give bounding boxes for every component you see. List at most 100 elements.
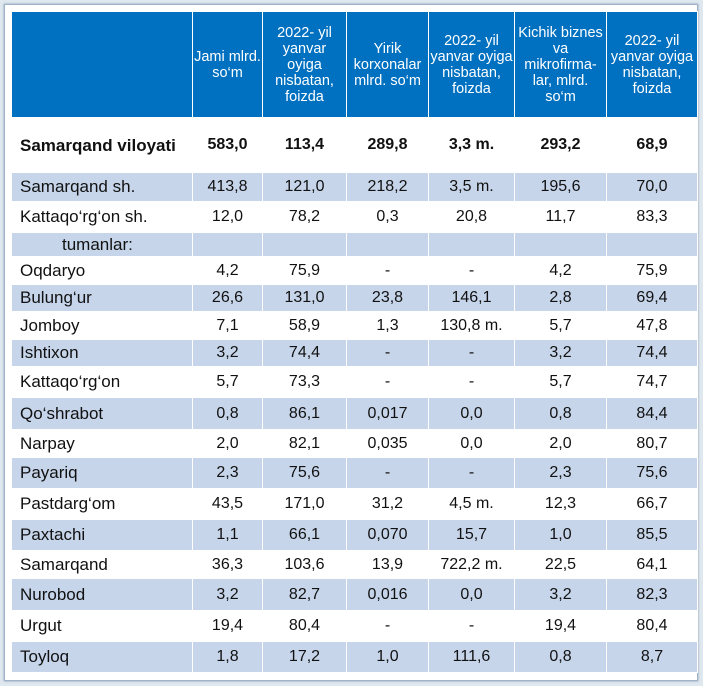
table-row: Urgut 19,4 80,4- -19,4 80,4 (11, 610, 698, 642)
row-name: Samarqand viloyati (11, 117, 193, 173)
cell-value (262, 232, 347, 257)
cell-value: - (346, 366, 429, 398)
cell-value: 13,9 (346, 550, 429, 579)
cell-value: 131,0 (262, 284, 347, 312)
cell-value: 26,6 (192, 284, 263, 312)
cell-value: 17,2 (262, 641, 347, 673)
cell-value: 293,2 (514, 117, 607, 173)
cell-value: 0,0 (428, 578, 515, 611)
cell-value (192, 232, 263, 257)
row-name: Kattaqo‘rg‘on sh. (11, 201, 193, 233)
cell-value: 74,4 (262, 339, 347, 367)
cell-value: 47,8 (606, 311, 698, 340)
row-name: Oqdaryo (11, 256, 193, 285)
cell-value: 75,9 (262, 256, 347, 285)
cell-value: 1,8 (192, 641, 263, 673)
cell-value: 195,6 (514, 172, 607, 202)
row-name: Nurobod (11, 578, 193, 611)
cell-value: 583,0 (192, 117, 263, 173)
cell-value: 74,4 (606, 339, 698, 367)
cell-value: 171,0 (262, 488, 347, 520)
row-name: Paxtachi (11, 519, 193, 551)
header-kichik-foiz: 2022- yil yanvar oyiga nisbatan, foizda (606, 11, 698, 118)
row-name: Toyloq (11, 641, 193, 673)
table-row: Samarqand sh. 413,8 121,0 218,2 3,5 m. 195,6 7… (11, 172, 698, 202)
cell-value: 82,1 (262, 429, 347, 458)
table-body: Samarqand viloyati 583,0 113,4 289,8 3,3 m. 2… (11, 117, 698, 673)
cell-value: 58,9 (262, 311, 347, 340)
row-name: Payariq (11, 457, 193, 489)
cell-value: 4,5 m. (428, 488, 515, 520)
table-row: Paxtachi 1,1 66,1 0,070 15,7 1,0 85,5 (11, 519, 698, 551)
cell-value: 82,3 (606, 578, 698, 611)
cell-value: 0,035 (346, 429, 429, 458)
cell-value: 3,2 (192, 578, 263, 611)
cell-value: 2,3 (514, 457, 607, 489)
row-name: Ishtixon (11, 339, 193, 367)
cell-value: 43,5 (192, 488, 263, 520)
cell-value: 12,0 (192, 201, 263, 233)
cell-value: 4,2 (192, 256, 263, 285)
table-row: Narpay 2,0 82,1 0,035 0,0 2,0 80,7 (11, 429, 698, 458)
cell-value: 22,5 (514, 550, 607, 579)
cell-value: 1,0 (514, 519, 607, 551)
cell-value: 12,3 (514, 488, 607, 520)
cell-value: 7,1 (192, 311, 263, 340)
cell-value: 0,016 (346, 578, 429, 611)
table-row: Toyloq 1,8 17,2 1,0 111,6 0,8 8,7 (11, 641, 698, 673)
table-row: Samarqand 36,3 103,6 13,9 722,2 m. 22,5 64,1 (11, 550, 698, 579)
row-name: tumanlar: (11, 232, 193, 257)
header-jami: Jami mlrd. so‘m (192, 11, 263, 118)
cell-value (514, 232, 607, 257)
cell-value: 146,1 (428, 284, 515, 312)
cell-value: 0,0 (428, 397, 515, 430)
cell-value: 4,2 (514, 256, 607, 285)
cell-value: 73,3 (262, 366, 347, 398)
cell-value: 3,2 (514, 578, 607, 611)
cell-value: 69,4 (606, 284, 698, 312)
cell-value: 75,9 (606, 256, 698, 285)
cell-value: 64,1 (606, 550, 698, 579)
cell-value: - (428, 610, 515, 642)
row-name: Pastdarg‘om (11, 488, 193, 520)
table-row: Samarqand viloyati 583,0 113,4 289,8 3,3 m. 2… (11, 117, 698, 173)
table-row: Ishtixon 3,2 74,4- -3,2 74,4 (11, 339, 698, 367)
table-frame: Jami mlrd. so‘m 2022- yil yanvar oyiga n… (4, 4, 698, 681)
cell-value: - (428, 366, 515, 398)
cell-value: 74,7 (606, 366, 698, 398)
cell-value: 0,3 (346, 201, 429, 233)
cell-value: 86,1 (262, 397, 347, 430)
cell-value: 1,1 (192, 519, 263, 551)
cell-value: 70,0 (606, 172, 698, 202)
cell-value: 66,1 (262, 519, 347, 551)
cell-value: - (428, 339, 515, 367)
cell-value: 3,5 m. (428, 172, 515, 202)
row-name: Samarqand (11, 550, 193, 579)
table-row: Jomboy 7,1 58,9 1,3 130,8 m. 5,7 47,8 (11, 311, 698, 340)
cell-value: 5,7 (192, 366, 263, 398)
cell-value: 103,6 (262, 550, 347, 579)
cell-value (606, 232, 698, 257)
table-row: Oqdaryo 4,2 75,9- -4,2 75,9 (11, 256, 698, 285)
cell-value: - (346, 457, 429, 489)
cell-value: 84,4 (606, 397, 698, 430)
cell-value (428, 232, 515, 257)
cell-value: 3,3 m. (428, 117, 515, 173)
table-row: Kattaqo‘rg‘on sh. 12,0 78,2 0,3 20,8 11,7 83,3 (11, 201, 698, 233)
table-row: tumanlar: (11, 232, 698, 257)
cell-value: 218,2 (346, 172, 429, 202)
cell-value: 82,7 (262, 578, 347, 611)
cell-value: - (428, 256, 515, 285)
row-name: Qo‘shrabot (11, 397, 193, 430)
cell-value: 2,3 (192, 457, 263, 489)
cell-value: 80,7 (606, 429, 698, 458)
cell-value: 0,017 (346, 397, 429, 430)
cell-value: 0,8 (192, 397, 263, 430)
cell-value: 0,8 (514, 641, 607, 673)
cell-value: 8,7 (606, 641, 698, 673)
cell-value: - (346, 256, 429, 285)
statistics-table: Jami mlrd. so‘m 2022- yil yanvar oyiga n… (11, 11, 698, 673)
row-name: Narpay (11, 429, 193, 458)
cell-value: 75,6 (262, 457, 347, 489)
cell-value: 413,8 (192, 172, 263, 202)
